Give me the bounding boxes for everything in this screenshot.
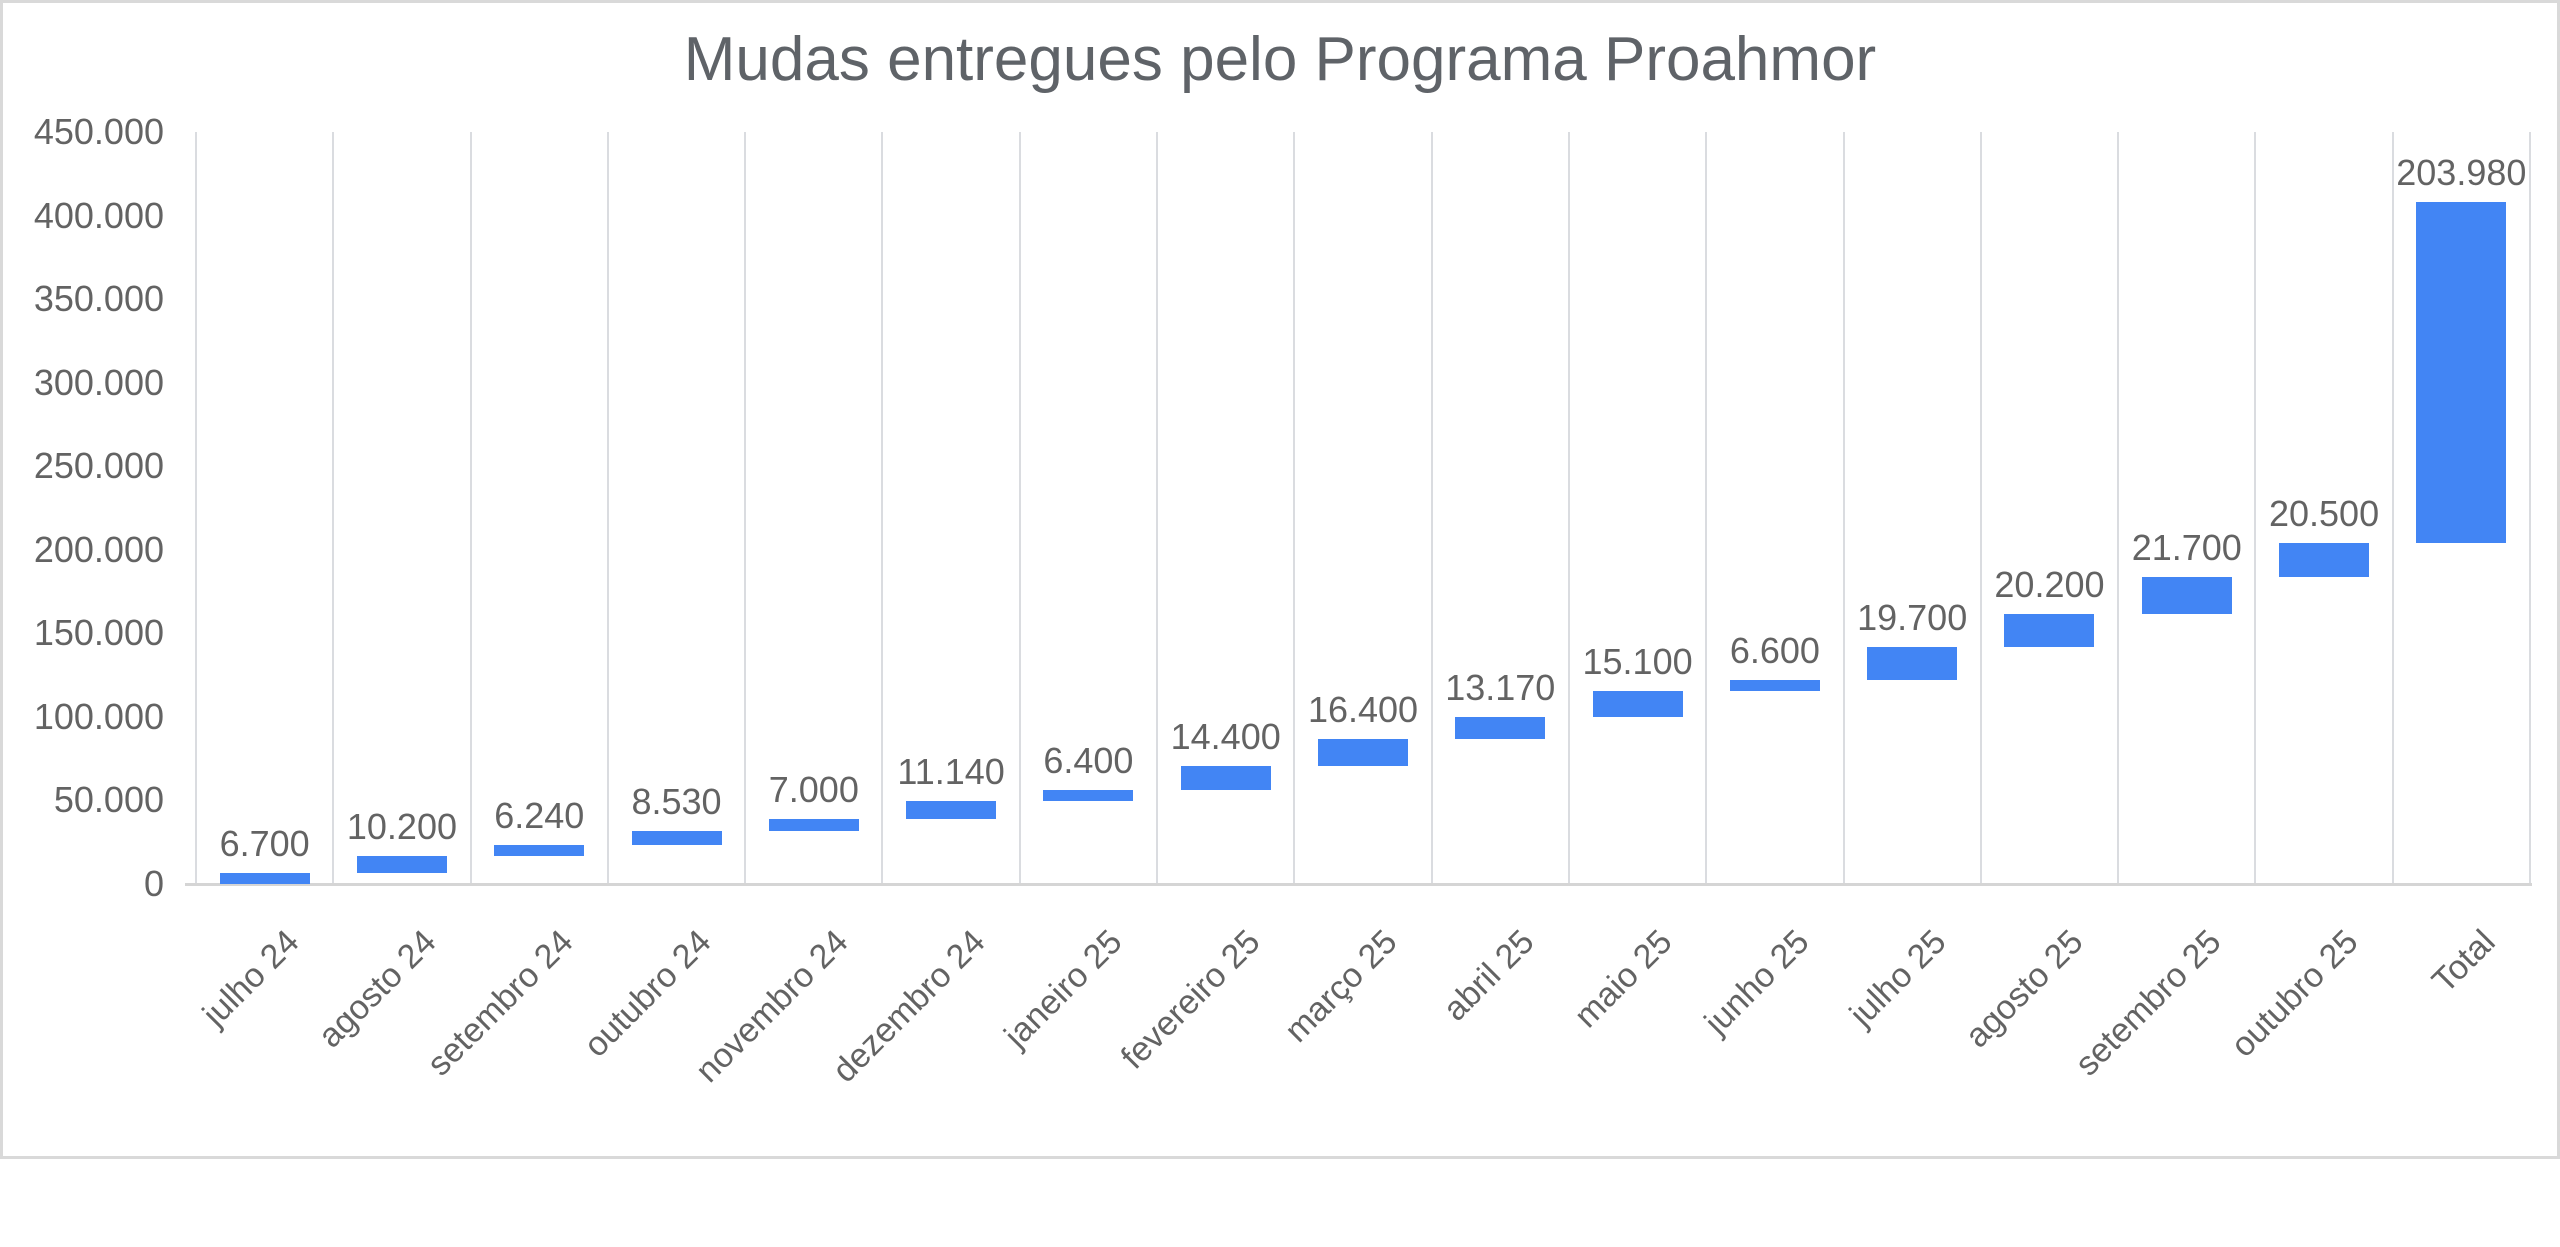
y-axis-tick-label: 450.000 (33, 111, 164, 152)
y-axis-tick-label: 0 (143, 863, 164, 904)
bar-value-label: 21.700 (2131, 527, 2242, 569)
vertical-gridline (1567, 132, 1570, 884)
y-axis-tick-label: 350.000 (33, 278, 164, 320)
bar-value-label: 6.400 (1043, 740, 1134, 782)
bar-value-label: 20.200 (1994, 563, 2105, 605)
waterfall-bar (906, 800, 997, 820)
plot-area: 0 50.000 100.000 150.000 200.000 250.000 300.0… (33, 111, 2532, 1090)
bar-value-label: 7.000 (768, 769, 859, 811)
waterfall-bar (1729, 680, 1820, 692)
y-axis-tick-label: 200.000 (33, 528, 164, 570)
bar-value-label: 6.240 (494, 795, 585, 837)
vertical-gridline (1430, 132, 1433, 884)
y-axis-tick-label: 400.000 (33, 194, 164, 236)
bar-value-label: 6.600 (1729, 630, 1820, 672)
y-axis-tick-label: 300.000 (33, 361, 164, 403)
vertical-gridline (606, 132, 609, 884)
y-axis-tick-label: 100.000 (33, 695, 164, 737)
waterfall-bar (2141, 577, 2232, 614)
waterfall-bar (494, 845, 585, 856)
waterfall-bar (631, 831, 722, 846)
bar-value-label: 15.100 (1582, 641, 1693, 683)
vertical-gridline (881, 132, 884, 884)
bar-value-label: 8.530 (631, 781, 722, 823)
waterfall-bar (2279, 543, 2370, 578)
waterfall-bar (1318, 738, 1408, 766)
bar-value-label: 20.500 (2268, 493, 2380, 535)
vertical-gridline (2254, 132, 2257, 884)
vertical-gridline (2391, 132, 2394, 884)
vertical-gridline (1293, 132, 1296, 884)
waterfall-bar (356, 855, 447, 873)
chart-title: Mudas entregues pelo Programa Proahmor (683, 25, 1877, 94)
vertical-gridline (2117, 132, 2120, 884)
waterfall-bar (2004, 613, 2095, 648)
y-axis-tick-label: 250.000 (33, 445, 164, 487)
vertical-gridline (744, 132, 747, 884)
bar-value-label: 203.980 (2396, 152, 2527, 194)
waterfall-bar (1180, 766, 1271, 791)
waterfall-bar (768, 819, 859, 832)
waterfall-bar (1455, 716, 1546, 739)
bar-value-label: 10.200 (346, 805, 457, 847)
waterfall-bar (1043, 790, 1134, 801)
bar-value-label: 19.700 (1857, 597, 1968, 639)
waterfall-bar (1867, 647, 1958, 681)
y-axis-tick-label: 50.000 (53, 779, 164, 821)
vertical-gridline (1156, 132, 1159, 884)
waterfall-bar (1592, 691, 1683, 717)
bar-value-label: 6.700 (219, 822, 310, 864)
vertical-gridline (1018, 132, 1021, 884)
vertical-gridline (1705, 132, 1708, 884)
vertical-gridline (2529, 132, 2531, 884)
vertical-gridline (1979, 132, 1982, 884)
bar-value-label: 13.170 (1445, 666, 1556, 708)
x-axis-baseline (185, 883, 2532, 886)
bar-value-label: 14.400 (1170, 716, 1281, 757)
waterfall-bar (2416, 202, 2507, 544)
vertical-gridline (469, 132, 472, 884)
waterfall-bar (219, 872, 310, 884)
vertical-gridline (195, 132, 197, 884)
y-axis-tick-label: 150.000 (33, 612, 164, 654)
vertical-gridline (1842, 132, 1845, 884)
vertical-gridline (332, 132, 335, 884)
bar-value-label: 16.400 (1307, 688, 1419, 730)
bar-value-label: 11.140 (897, 750, 1005, 792)
